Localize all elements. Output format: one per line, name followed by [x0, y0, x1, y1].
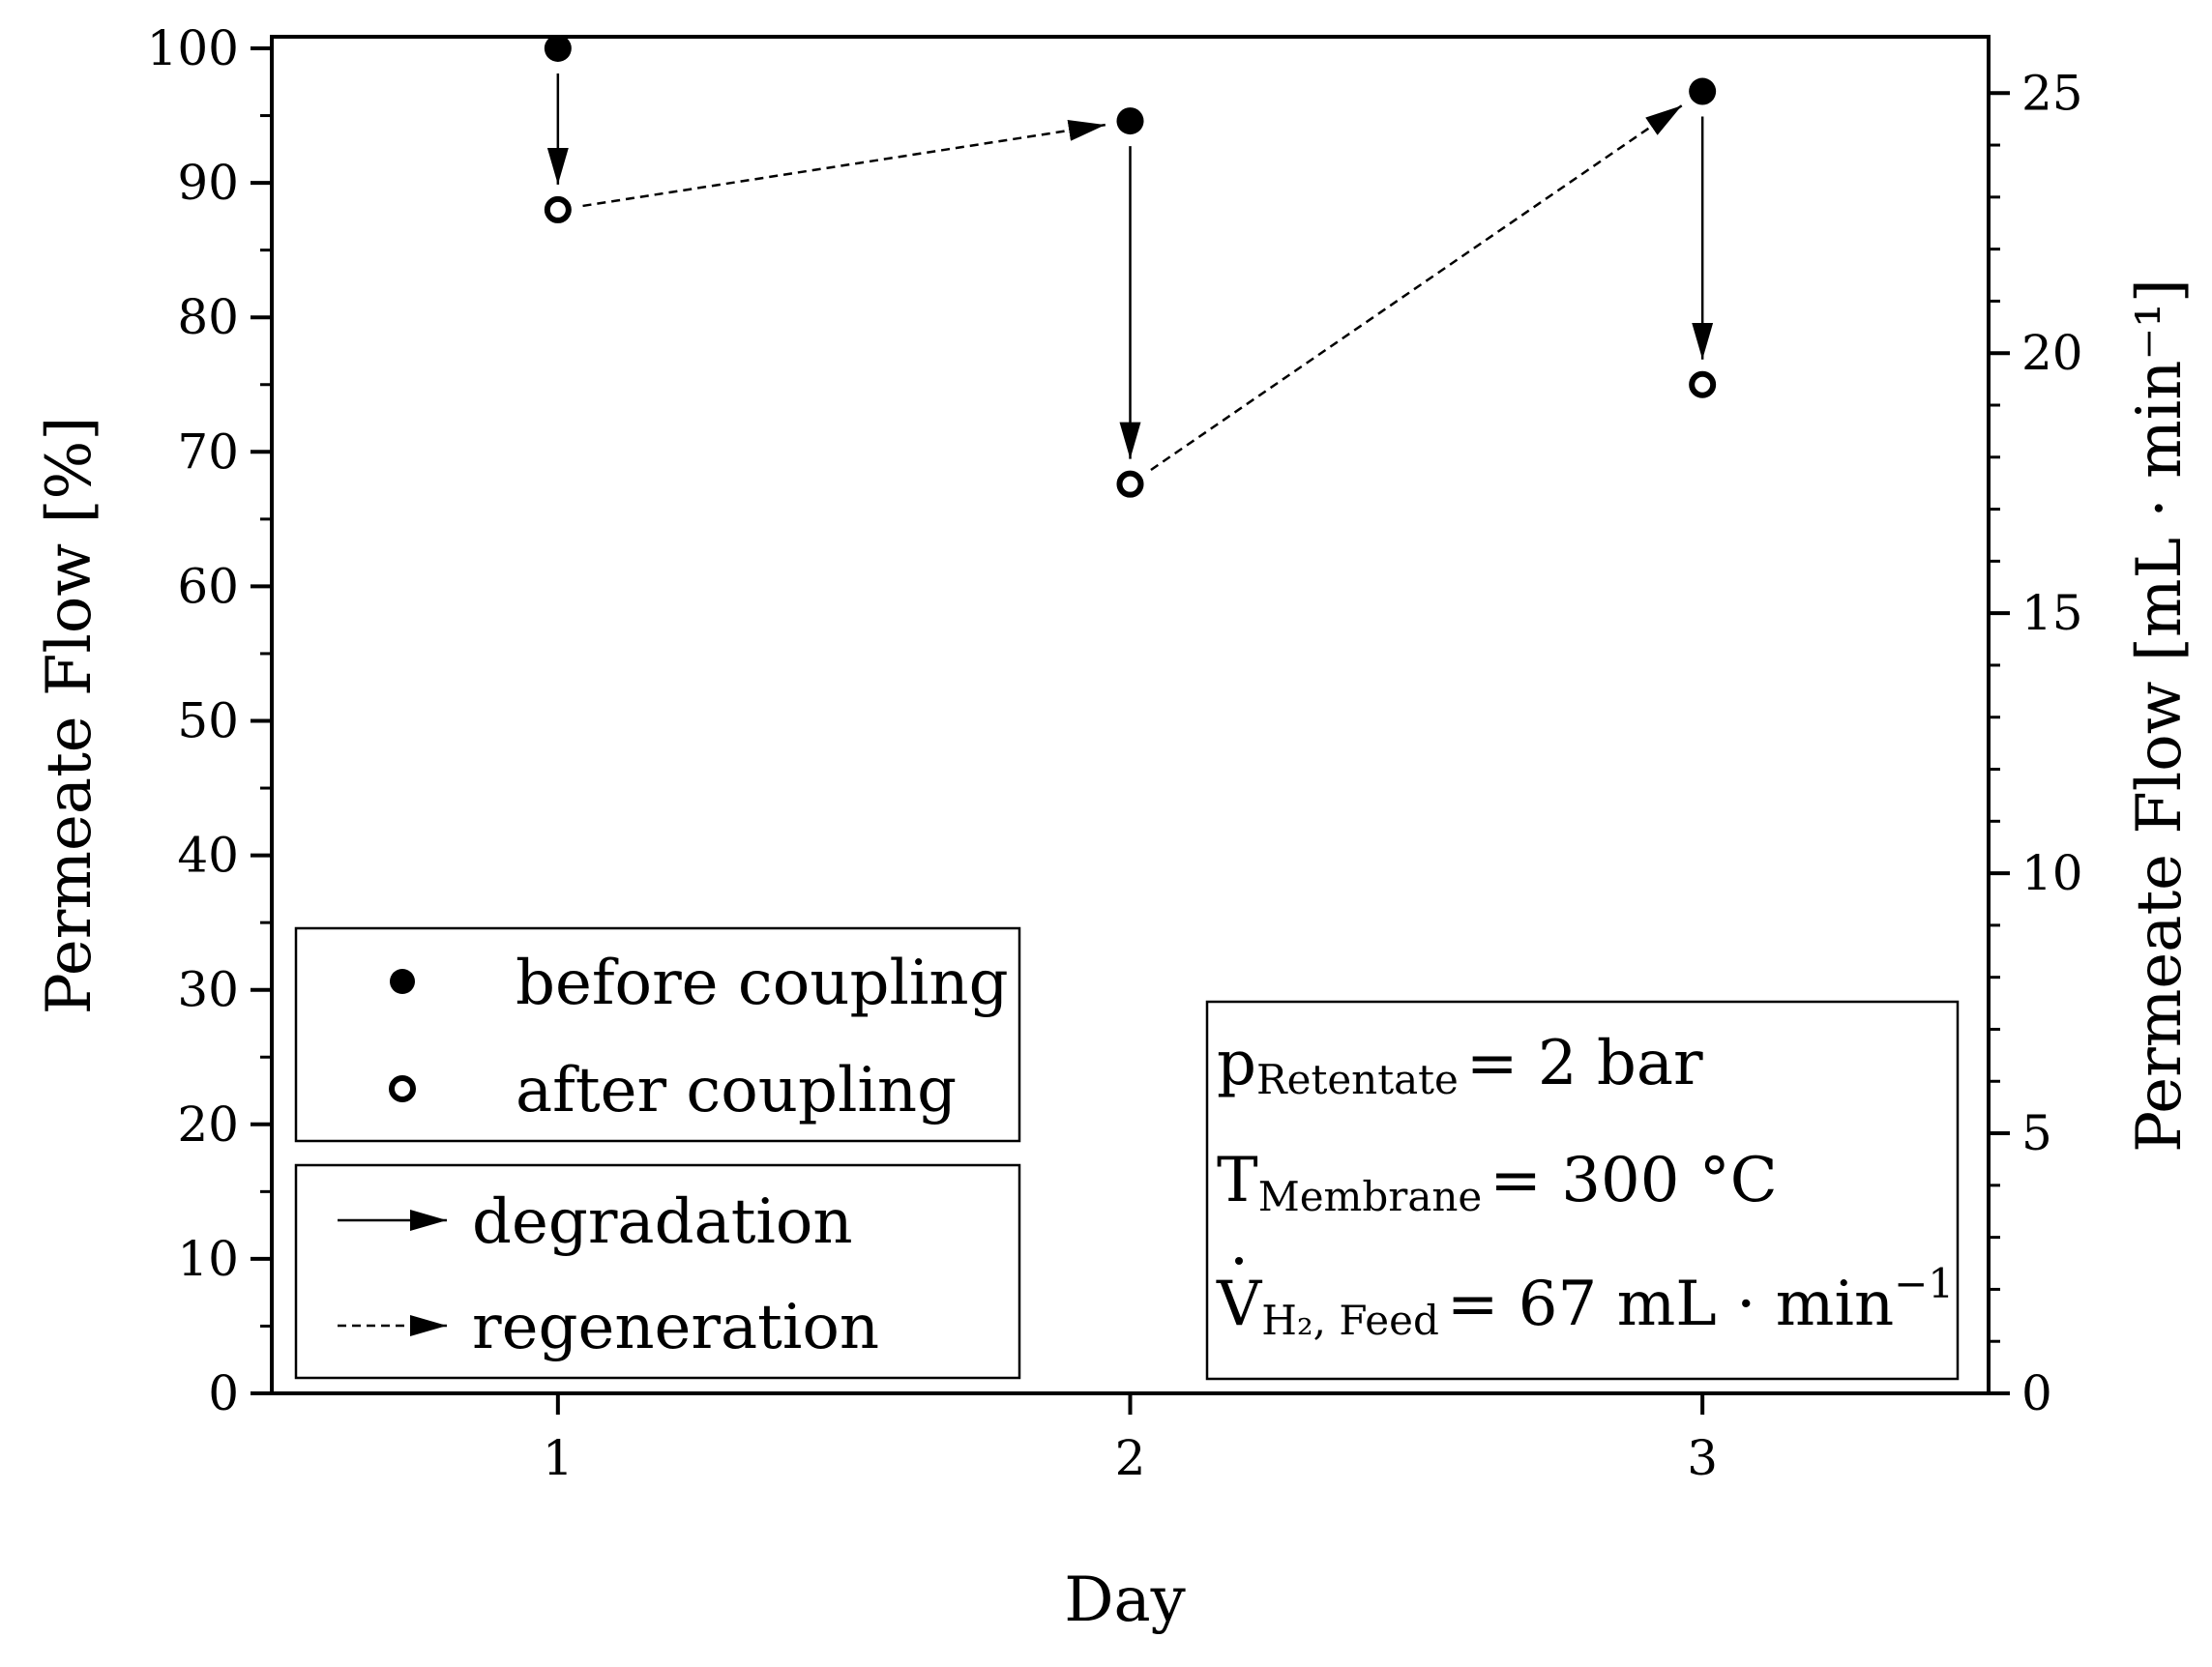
info-temperature: TMembrane = 300 °C: [1217, 1145, 1778, 1220]
legend-markers-box: [294, 926, 1021, 1143]
y-left-tick-label: 20: [177, 1097, 239, 1153]
y-right-tick-label: 15: [2021, 585, 2083, 641]
before-coupling-point-day-2: [1116, 107, 1144, 135]
arrows-layer: [546, 73, 1714, 471]
before-coupling-point-day-1: [544, 35, 572, 62]
y-axis-title-left: Permeate Flow [%]: [34, 417, 105, 1015]
points-layer: [544, 35, 1717, 498]
after-coupling-point-day-1: [544, 195, 572, 223]
x-axis-title: Day: [1064, 1565, 1186, 1636]
x-tick-label: 2: [1115, 1430, 1146, 1486]
info-feed-flow: VH₂, Feed = 67 mL · min−1: [1216, 1260, 1954, 1344]
legend-after-coupling-marker: [389, 1075, 416, 1102]
legend-before-coupling-marker: [390, 969, 415, 994]
info-box-frame: [1205, 1000, 1960, 1381]
y-right-tick-label: 25: [2021, 65, 2083, 121]
y-left-tick-label: 100: [147, 20, 239, 76]
y-right-tick-label: 0: [2021, 1365, 2052, 1421]
y-left-tick-label: 10: [177, 1231, 239, 1287]
info-box: pRetentate = 2 bar TMembrane = 300 °C VH₂,…: [1205, 1000, 1960, 1381]
before-coupling-point-day-3: [1689, 77, 1717, 105]
info-pressure: pRetentate = 2 bar: [1217, 1028, 1703, 1103]
legend-before-coupling-label: before coupling: [516, 948, 1009, 1019]
legend-markers: before coupling after coupling: [294, 926, 1021, 1143]
y-left-tick-label: 90: [177, 155, 239, 211]
legend-arrows: degradation regeneration: [294, 1163, 1021, 1380]
legend-after-coupling-label: after coupling: [516, 1055, 957, 1126]
left-axis-ticks: 0 10 20 30 40 50 60 70 80 90 100: [147, 20, 272, 1421]
y-left-tick-label: 80: [177, 289, 239, 345]
x-tick-label: 3: [1687, 1430, 1718, 1486]
y-left-tick-label: 60: [177, 558, 239, 614]
y-axis-title-right: Permeate Flow [mL · min⁻¹]: [2124, 278, 2196, 1153]
y-left-tick-label: 30: [177, 962, 239, 1018]
x-axis-ticks: 1 2 3: [543, 1393, 1718, 1486]
regeneration-arrow-3: [582, 120, 1106, 208]
flow-rate-dot: [1235, 1257, 1243, 1265]
after-coupling-point-day-3: [1689, 370, 1717, 398]
legend-arrows-box: [294, 1163, 1021, 1380]
regeneration-arrow-4: [1150, 104, 1683, 471]
legend-degradation-label: degradation: [472, 1186, 853, 1258]
legend-regeneration-label: regeneration: [472, 1292, 879, 1363]
x-tick-label: 1: [543, 1430, 574, 1486]
y-right-tick-label: 5: [2021, 1105, 2052, 1161]
y-left-tick-label: 40: [177, 828, 239, 884]
y-left-tick-label: 70: [177, 424, 239, 480]
right-axis-ticks: 0 5 10 15 20 25: [1989, 65, 2083, 1421]
y-left-tick-label: 0: [208, 1365, 239, 1421]
y-left-tick-label: 50: [177, 693, 239, 749]
y-right-tick-label: 10: [2021, 845, 2083, 901]
y-right-tick-label: 20: [2021, 325, 2083, 381]
after-coupling-point-day-2: [1116, 470, 1144, 498]
